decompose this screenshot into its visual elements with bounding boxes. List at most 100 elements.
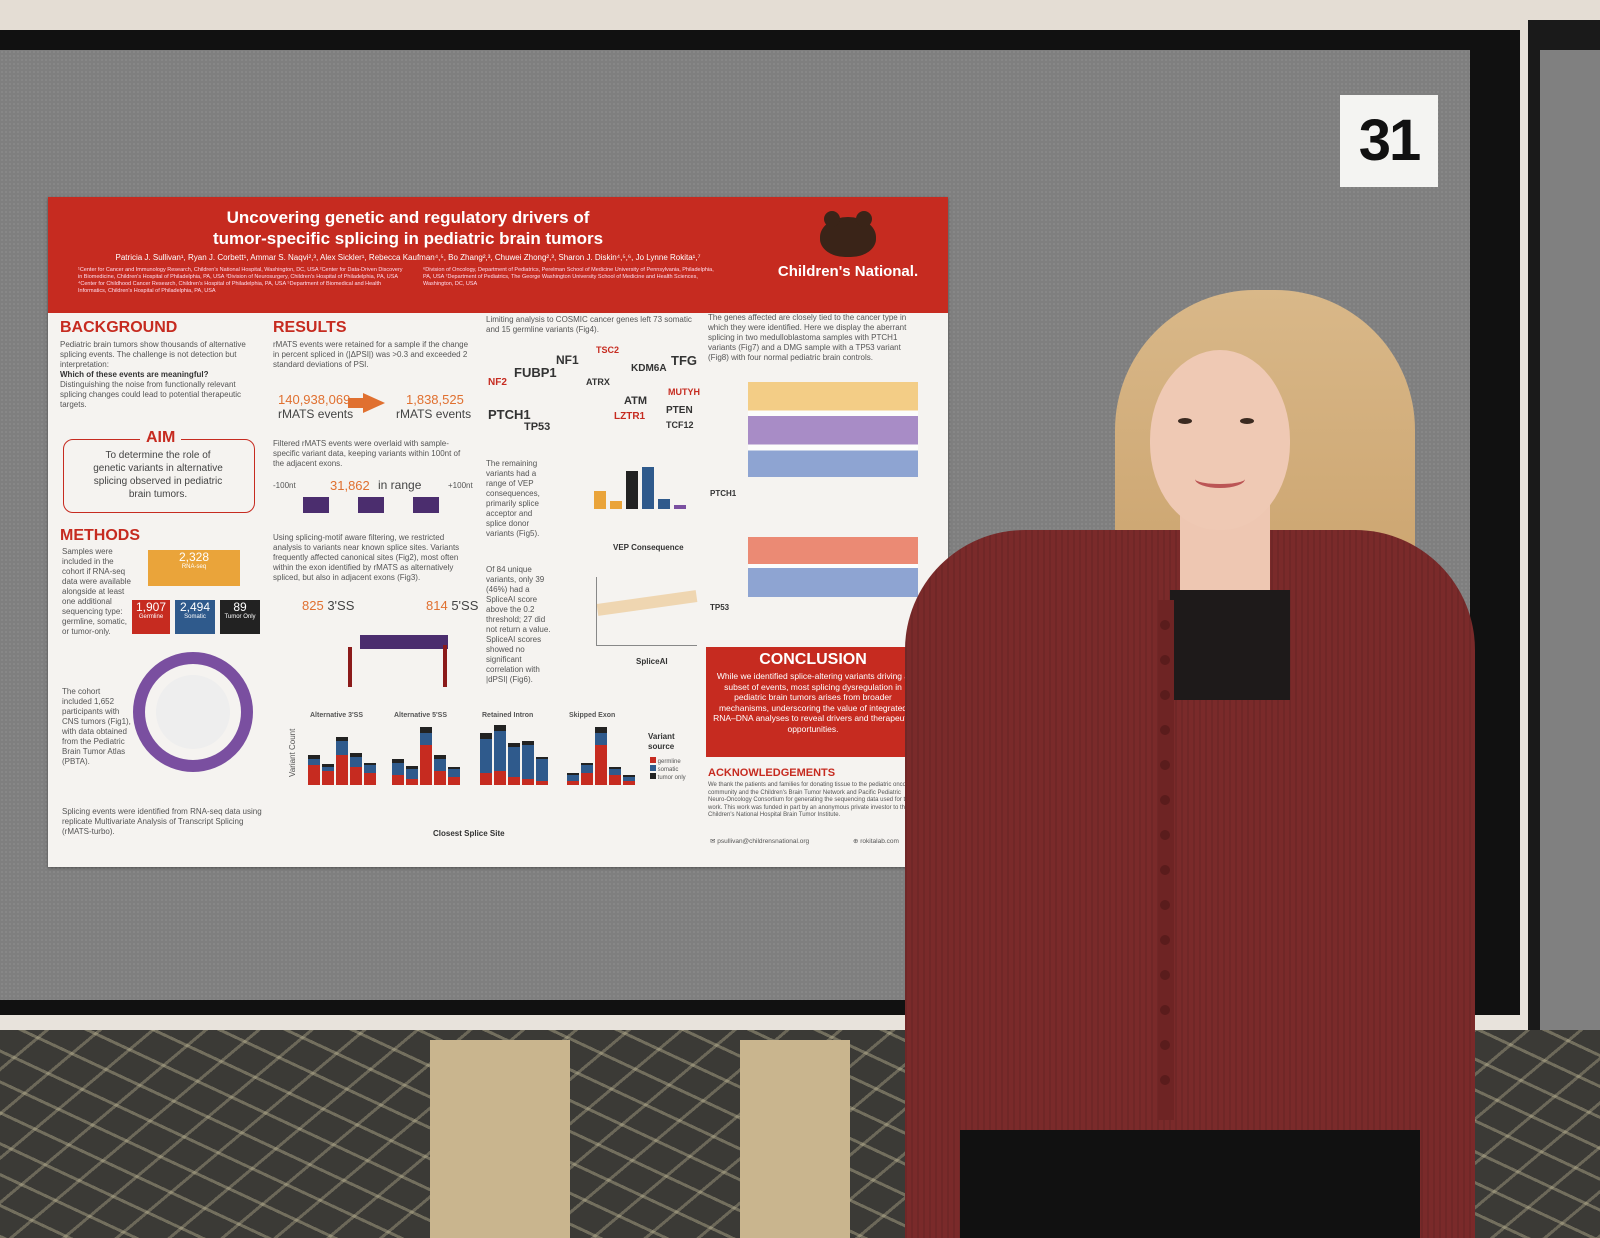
chart-bar-segment: [522, 779, 534, 785]
arrow-right-icon: [363, 393, 385, 413]
chart-bar-segment: [434, 755, 446, 759]
chart-bar-segment: [336, 755, 348, 785]
chart-bar-segment: [522, 745, 534, 779]
chart-title: Skipped Exon: [569, 712, 616, 719]
chart-bar-segment: [480, 733, 492, 739]
chart-bar-segment: [420, 733, 432, 745]
vep-bar: [594, 491, 606, 509]
events-after-count: 1,838,525: [406, 392, 464, 407]
word-cloud-gene: TP53: [524, 421, 551, 433]
person-eye: [1178, 418, 1192, 424]
acknowledgements-text: We thank the patients and families for d…: [708, 782, 918, 818]
chart-bar-segment: [392, 759, 404, 763]
cardigan-button: [1160, 865, 1170, 875]
events-after-label: rMATS events: [396, 407, 472, 421]
chart-bar-segment: [406, 769, 418, 779]
chart-bar-segment: [392, 775, 404, 785]
chart-bar-segment: [536, 781, 548, 785]
chart-bar-segment: [567, 775, 579, 781]
chart-bar-segment: [350, 757, 362, 767]
vep-bar: [610, 501, 622, 509]
chart-bar-segment: [350, 767, 362, 785]
aim-text: To determine the role of genetic variant…: [93, 450, 223, 500]
legend-somatic: somatic: [650, 765, 678, 775]
email-contact: ✉ psullivan@childrensnational.org: [710, 838, 810, 845]
chart-bar-segment: [406, 766, 418, 769]
cardigan-button: [1160, 620, 1170, 630]
person-smile: [1195, 470, 1245, 488]
exon-schematic: [360, 635, 448, 649]
chart-bar-segment: [623, 777, 635, 781]
results-heading: RESULTS: [273, 319, 347, 336]
gene-ptch1-label: PTCH1: [710, 489, 737, 498]
aim-heading: AIM: [140, 429, 182, 447]
word-cloud-gene: TSC2: [596, 345, 620, 355]
word-cloud-gene: TCF12: [666, 420, 694, 430]
chart-bar-segment: [581, 765, 593, 773]
chart-bar-segment: [448, 769, 460, 777]
person-face: [1150, 350, 1290, 530]
chart-bar-segment: [581, 773, 593, 785]
chart-bar-segment: [595, 733, 607, 745]
splice-motif-text: Using splicing-motif aware filtering, we…: [273, 533, 460, 582]
affiliations-left: ¹Center for Cancer and Immunology Resear…: [78, 267, 403, 294]
poster-title: Uncovering genetic and regulatory driver…: [212, 208, 604, 248]
results-text: rMATS events were retained for a sample …: [273, 340, 469, 369]
exon: [413, 497, 439, 513]
person-eye: [1240, 418, 1254, 424]
chart-bar-segment: [406, 779, 418, 785]
chart-bar-segment: [623, 781, 635, 785]
chart-bar-segment: [480, 739, 492, 773]
word-cloud-gene: ATRX: [586, 377, 610, 387]
word-cloud-gene: LZTR1: [614, 411, 646, 422]
chart-bar-segment: [581, 763, 593, 765]
person-pants: [960, 1130, 1420, 1238]
events-before-count: 140,938,069: [278, 392, 351, 407]
chart-bar-segment: [434, 759, 446, 771]
vep-bar: [626, 471, 638, 509]
board-number: 31: [1340, 95, 1438, 187]
cardigan-button: [1160, 900, 1170, 910]
range-left: -100nt: [273, 481, 296, 490]
chart-bar-segment: [595, 727, 607, 733]
acknowledgements-heading: ACKNOWLEDGEMENTS: [708, 767, 836, 779]
chart-ylabel: Variant Count: [288, 728, 297, 777]
person-top: [1170, 590, 1290, 700]
chart-bar-segment: [536, 759, 548, 781]
word-cloud-gene: KDM6A: [631, 363, 667, 374]
chart-bar-segment: [434, 771, 446, 785]
spliceai-label: SpliceAI: [636, 657, 668, 666]
chart-title: Alternative 3'SS: [310, 712, 364, 719]
chart-bar-segment: [308, 755, 320, 759]
conclusion-box: CONCLUSION While we identified splice-al…: [706, 647, 920, 757]
chart-bar-segment: [522, 741, 534, 745]
chart-bar-segment: [392, 763, 404, 775]
exon: [303, 497, 329, 513]
conclusion-heading: CONCLUSION: [759, 651, 867, 668]
chart-bar-segment: [448, 777, 460, 785]
cardigan-button: [1160, 935, 1170, 945]
ptch1-sashimi-plot: [748, 382, 918, 477]
range-right: +100nt: [448, 481, 473, 490]
chart-bar-segment: [567, 773, 579, 775]
range-label: in range: [378, 478, 422, 492]
person-legs-background: [740, 1040, 850, 1238]
background-text: Pediatric brain tumors show thousands of…: [60, 340, 246, 409]
chart-bar-segment: [336, 737, 348, 741]
chart-bar-segment: [508, 777, 520, 785]
chart-bar-segment: [322, 771, 334, 785]
cardigan-button: [1160, 655, 1170, 665]
chart-bar-segment: [336, 741, 348, 755]
word-cloud-gene: PTCH1: [488, 407, 531, 422]
cardigan-button: [1160, 830, 1170, 840]
range-count: 31,862: [330, 478, 370, 493]
website-contact: ⊕ rokitalab.com: [853, 838, 899, 845]
chart-bar-segment: [420, 745, 432, 785]
vep-label: VEP Consequence: [613, 543, 684, 552]
chart-bar-segment: [420, 727, 432, 733]
poster-header: Uncovering genetic and regulatory driver…: [48, 197, 948, 313]
germline-box: 1,907 Germline: [132, 600, 170, 634]
cohort-text: The cohort included 1,652 participants w…: [62, 687, 131, 766]
somatic-box: 2,494 Somatic: [175, 600, 215, 634]
chart-title: Retained Intron: [482, 712, 534, 719]
